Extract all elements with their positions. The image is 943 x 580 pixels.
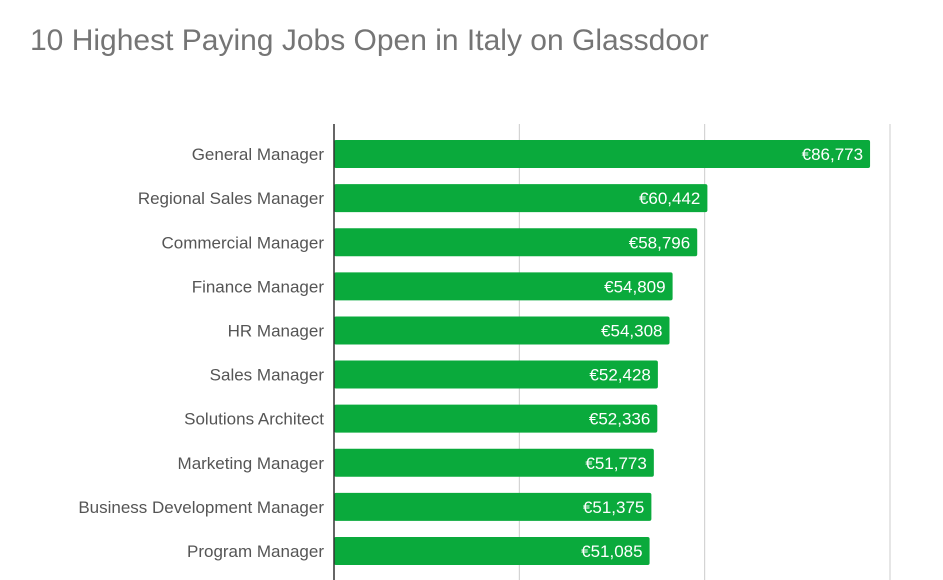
category-label: Finance Manager (192, 277, 325, 296)
bar (334, 404, 658, 433)
value-labels: €86,773 €60,442 €58,796 €54,809 €54,308 €52,4… (581, 145, 863, 561)
category-label: Business Development Manager (78, 498, 324, 517)
category-label: Program Manager (187, 542, 324, 561)
bar (334, 316, 670, 345)
value-label: €54,809 (604, 277, 665, 296)
bar (334, 140, 871, 169)
bar (334, 448, 654, 477)
value-label: €51,375 (583, 498, 644, 517)
bar (334, 228, 698, 257)
bar (334, 272, 673, 301)
value-label: €86,773 (802, 145, 863, 164)
bar (334, 184, 708, 213)
value-label: €60,442 (639, 189, 700, 208)
category-label: Sales Manager (210, 366, 325, 385)
category-label: Solutions Architect (184, 410, 324, 429)
value-label: €58,796 (629, 233, 690, 252)
category-label: HR Manager (228, 321, 325, 340)
value-label: €51,085 (581, 542, 642, 561)
bar (334, 536, 650, 565)
value-label: €52,336 (589, 410, 650, 429)
bar (334, 360, 658, 389)
value-label: €52,428 (589, 366, 650, 385)
bar (334, 492, 652, 521)
category-label: General Manager (192, 145, 325, 164)
category-label: Marketing Manager (178, 454, 325, 473)
value-label: €54,308 (601, 321, 662, 340)
category-label: Regional Sales Manager (138, 189, 325, 208)
value-label: €51,773 (585, 454, 646, 473)
chart-title: 10 Highest Paying Jobs Open in Italy on … (30, 24, 709, 57)
bars (334, 140, 871, 565)
category-labels: General Manager Regional Sales Manager Com… (78, 145, 324, 561)
category-label: Commercial Manager (162, 233, 325, 252)
